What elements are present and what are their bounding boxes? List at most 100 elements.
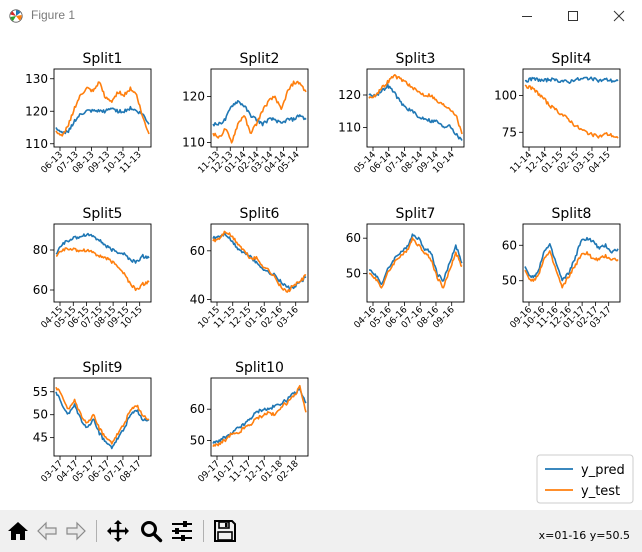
legend-box (536, 454, 634, 504)
legend-label-y_test: y_test (581, 484, 620, 499)
series-line-y_test (55, 247, 150, 292)
axes-frame (210, 68, 309, 148)
series-line-y_pred (55, 232, 150, 264)
y-tick-label: 50 (346, 267, 361, 281)
forward-button[interactable] (62, 517, 90, 545)
minimize-button[interactable] (504, 0, 550, 32)
maximize-button[interactable] (550, 0, 596, 32)
series-line-y_test (524, 84, 619, 139)
subplot-title: Split4 (552, 51, 592, 67)
back-arrow-icon (37, 521, 57, 541)
pan-move-icon (107, 520, 129, 542)
subplot-title: Split7 (396, 206, 436, 222)
subplot-title: Split3 (396, 51, 436, 67)
series-line-y_pred (524, 236, 619, 282)
subplot-2: Split211012011-1312-1301-1402-1403-1404-… (182, 51, 309, 176)
series-line-y_test (368, 73, 463, 135)
figure-plots: Split111012013006-1307-1308-1309-1310-13… (25, 51, 634, 504)
y-tick-label: 130 (25, 72, 48, 86)
save-floppy-icon (214, 520, 236, 542)
series-line-y_test (55, 81, 150, 137)
back-button[interactable] (33, 517, 61, 545)
series-line-y_test (55, 386, 150, 445)
subplot-4: Split47510011-1412-1401-1502-1503-1504-1… (494, 51, 621, 176)
axes-frame (210, 223, 309, 303)
series-line-y_pred (524, 76, 619, 85)
subplot-title: Split2 (240, 51, 280, 67)
y-tick-label: 50 (190, 433, 205, 447)
cursor-coordinates: x=01-16 y=50.5 (538, 529, 630, 542)
home-button[interactable] (4, 517, 32, 545)
series-line-y_pred (212, 100, 307, 127)
y-tick-label: 40 (190, 293, 205, 307)
subplot-8: Split8506009-1610-1611-1612-1601-1702-17… (502, 206, 621, 331)
series-line-y_pred (212, 387, 307, 444)
close-button[interactable] (596, 0, 642, 32)
pan-button[interactable] (104, 517, 132, 545)
axes-frame (53, 223, 152, 303)
subplot-5: Split5608004-1505-1506-1507-1508-1509-15… (33, 206, 152, 331)
subplot-title: Split6 (240, 206, 280, 222)
y-tick-label: 120 (25, 104, 48, 118)
subplot-title: Split10 (235, 360, 284, 376)
y-tick-label: 55 (33, 385, 48, 399)
forward-arrow-icon (66, 521, 86, 541)
axes-frame (522, 223, 621, 303)
series-line-y_test (524, 250, 619, 289)
subplot-3: Split311012005-1406-1407-1408-1409-1410-… (338, 51, 465, 176)
series-line-y_pred (55, 391, 150, 450)
subplot-title: Split5 (83, 206, 123, 222)
subplot-title: Split8 (552, 206, 592, 222)
close-icon (613, 10, 625, 22)
axes-frame (522, 68, 621, 148)
y-tick-label: 60 (190, 402, 205, 416)
series-line-y_pred (368, 83, 463, 141)
series-line-y_pred (368, 233, 463, 286)
subplot-title: Split1 (83, 51, 123, 67)
series-line-y_test (369, 237, 463, 289)
axes-frame (366, 68, 465, 148)
configure-subplots-icon (172, 521, 192, 541)
y-tick-label: 60 (190, 244, 205, 258)
zoom-button[interactable] (137, 517, 165, 545)
toolbar-separator (203, 520, 204, 542)
y-tick-label: 60 (33, 283, 48, 297)
subplot-10: Split10506009-1710-1711-1712-1701-1802-1… (190, 360, 309, 485)
y-tick-label: 60 (502, 238, 517, 252)
series-line-y_test (212, 230, 307, 293)
window-title: Figure 1 (31, 8, 76, 22)
y-tick-label: 120 (182, 90, 205, 104)
figure-canvas[interactable]: Split1 110 120 130 06-13 07-13 08-13 09-13 10-13… (0, 32, 642, 510)
y-tick-label: 110 (182, 135, 205, 149)
y-tick-label: 50 (502, 274, 517, 288)
minimize-icon (522, 16, 532, 17)
y-tick-label: 75 (502, 125, 517, 139)
subplot-9: Split945505503-1704-1705-1706-1707-1708-… (33, 360, 152, 485)
matplotlib-logo-icon (9, 9, 23, 23)
save-button[interactable] (211, 517, 239, 545)
y-tick-label: 50 (33, 408, 48, 422)
legend: y_pred y_test (536, 454, 634, 504)
home-icon (8, 522, 28, 540)
series-line-y_test (212, 80, 307, 144)
axes-frame (53, 377, 152, 457)
axes-frame (366, 223, 465, 303)
legend-label-y_pred: y_pred (581, 463, 625, 478)
window-titlebar: Figure 1 (0, 0, 642, 32)
navigation-toolbar: x=01-16 y=50.5 (0, 510, 642, 552)
series-line-y_pred (55, 105, 150, 135)
series-line-y_test (212, 384, 307, 447)
zoom-magnifier-icon (141, 521, 163, 543)
axes-frame (210, 377, 309, 457)
toolbar-separator (96, 520, 97, 542)
y-tick-label: 110 (338, 121, 361, 135)
axes-frame (53, 68, 152, 148)
y-tick-label: 120 (338, 88, 361, 102)
y-tick-label: 110 (25, 137, 48, 151)
y-tick-label: 100 (494, 88, 517, 102)
configure-subplots-button[interactable] (168, 517, 196, 545)
y-tick-label: 80 (33, 243, 48, 257)
subplot-1: Split111012013006-1307-1308-1309-1310-13… (25, 51, 152, 176)
